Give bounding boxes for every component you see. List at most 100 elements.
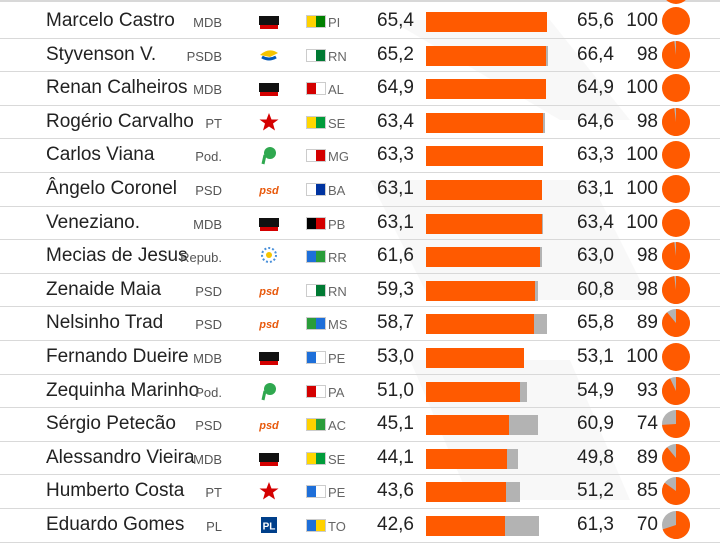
state-label: PA	[328, 384, 345, 400]
mdb-logo-icon	[258, 213, 280, 233]
state-label: MG	[328, 149, 349, 165]
value-primary: 44,1	[377, 446, 414, 468]
svg-text:psd: psd	[258, 185, 279, 197]
percent-value: 100	[626, 144, 658, 166]
table-row: Zequinha Marinho Pod. PA 51,0 54,9 93	[0, 375, 720, 409]
state-flag-icon	[306, 216, 326, 230]
bar-primary	[426, 146, 543, 167]
senator-name: Zequinha Marinho	[46, 379, 200, 401]
value-primary: 65,2	[377, 43, 414, 65]
senator-name: Mecias de Jesus	[46, 245, 188, 267]
percent-value: 98	[636, 110, 658, 132]
percent-pie	[661, 376, 690, 405]
svg-text:PL: PL	[263, 521, 276, 532]
psd-logo-icon: psd	[258, 414, 280, 434]
value-primary: 43,6	[377, 480, 414, 502]
percent-pie	[662, 309, 691, 338]
bar-primary	[426, 347, 524, 368]
table-row: Styvenson V. PSDB RN 65,2 66,4 98	[0, 39, 720, 73]
senator-name: Ângelo Coronel	[46, 177, 177, 199]
party-label: Pod.	[195, 384, 222, 400]
percent-pie	[662, 40, 691, 69]
state-flag-icon	[306, 350, 326, 364]
pt-star-logo-icon	[258, 112, 280, 132]
bar-primary	[426, 112, 543, 133]
value-secondary: 51,2	[577, 480, 614, 502]
percent-value: 70	[636, 513, 658, 535]
value-secondary: 63,3	[577, 144, 614, 166]
podemos-logo-icon	[258, 145, 280, 165]
party-label: MDB	[193, 451, 222, 467]
mdb-logo-icon	[258, 78, 280, 98]
table-row: Humberto Costa PT PE 43,6 51,2 85	[0, 475, 720, 509]
percent-pie	[662, 174, 690, 203]
psdb-toucan-logo-icon	[258, 45, 280, 65]
percent-value: 89	[636, 312, 658, 334]
percent-value: 74	[636, 413, 658, 435]
state-label: AC	[328, 418, 347, 434]
senator-name: Alessandro Vieira	[46, 446, 195, 468]
table-row: Fernando Dueire MDB PE 53,0 53,1 100	[0, 341, 720, 375]
state-label: PE	[328, 350, 346, 366]
senator-name: Nelsinho Trad	[46, 312, 164, 334]
table-row: Alessandro Vieira MDB SE 44,1 49,8 89	[0, 442, 720, 476]
party-label: PT	[205, 485, 222, 501]
value-primary: 63,1	[377, 177, 414, 199]
value-secondary: 54,9	[577, 379, 614, 401]
svg-text:psd: psd	[258, 286, 279, 298]
senator-name: Eduardo Gomes	[46, 513, 185, 535]
value-secondary: 60,9	[577, 413, 614, 435]
mdb-logo-icon	[258, 347, 280, 367]
party-label: PSD	[195, 182, 222, 198]
state-flag-icon	[306, 149, 326, 163]
state-label: TO	[328, 518, 346, 534]
state-label: PI	[328, 15, 341, 30]
state-label: PB	[328, 216, 346, 232]
senator-name: Rogério Carvalho	[46, 110, 194, 132]
percent-pie	[662, 107, 691, 136]
table-row: Mecias de Jesus Repub. RR 61,6 63,0 98	[0, 240, 720, 274]
mdb-logo-icon	[258, 448, 280, 468]
value-primary: 53,0	[377, 345, 414, 367]
value-primary: 59,3	[377, 278, 414, 300]
value-secondary: 63,0	[577, 245, 614, 267]
party-label: MDB	[193, 350, 222, 366]
value-primary: 58,7	[377, 312, 414, 334]
value-primary: 61,6	[377, 245, 414, 267]
percent-value: 100	[626, 10, 658, 31]
percent-pie	[662, 410, 691, 439]
state-label: RR	[328, 250, 347, 266]
percent-pie	[662, 342, 690, 371]
top-divider	[0, 0, 720, 2]
senator-name: Veneziano.	[46, 211, 141, 233]
party-label: MDB	[193, 15, 222, 30]
senator-name: Marcelo Castro	[46, 10, 175, 31]
pl-logo-icon: PL	[258, 515, 280, 535]
percent-value: 85	[636, 480, 658, 502]
percent-pie	[662, 74, 690, 103]
state-flag-icon	[306, 418, 326, 432]
bar-primary	[426, 314, 535, 335]
percent-value: 100	[626, 211, 658, 233]
senator-name: Fernando Dueire	[46, 345, 189, 367]
mdb-logo-icon	[258, 11, 280, 31]
percent-pie	[662, 275, 691, 304]
podemos-logo-icon	[258, 381, 280, 401]
percent-pie	[662, 208, 690, 237]
percent-value: 89	[636, 446, 658, 468]
state-label: SE	[328, 115, 346, 131]
state-flag-icon	[306, 250, 326, 264]
psd-logo-icon: psd	[258, 313, 280, 333]
bar-primary	[426, 415, 510, 436]
party-label: Repub.	[180, 250, 222, 266]
bar-primary	[426, 515, 505, 536]
state-flag-icon	[306, 48, 326, 62]
state-label: SE	[328, 451, 346, 467]
state-flag-icon	[306, 115, 326, 129]
senator-name: Sérgio Petecão	[46, 413, 176, 435]
party-label: PSDB	[186, 48, 222, 64]
table-row: Veneziano. MDB PB 63,1 63,4 100	[0, 207, 720, 241]
table-row: Zenaide Maia PSD psd RN 59,3 60,8 98	[0, 274, 720, 308]
percent-pie	[661, 477, 690, 506]
svg-text:psd: psd	[258, 319, 279, 331]
